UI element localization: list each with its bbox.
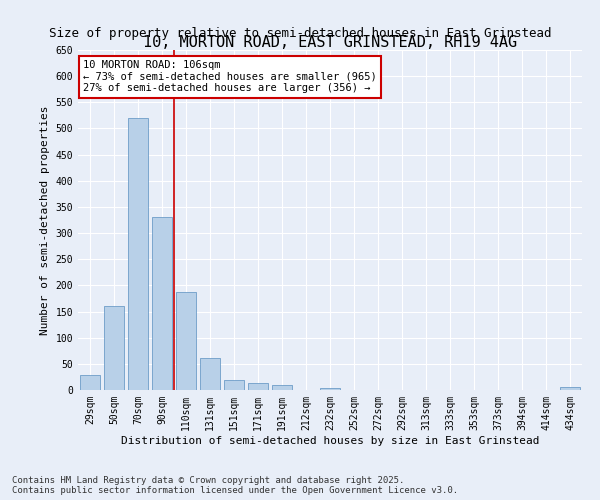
Bar xyxy=(152,218,172,390)
Text: Size of property relative to semi-detached houses in East Grinstead: Size of property relative to semi-detach… xyxy=(49,28,551,40)
Bar xyxy=(248,383,268,390)
Text: Contains HM Land Registry data © Crown copyright and database right 2025.
Contai: Contains HM Land Registry data © Crown c… xyxy=(12,476,458,495)
Bar xyxy=(80,376,100,390)
Bar xyxy=(200,358,220,390)
Bar xyxy=(104,306,124,390)
Text: 10 MORTON ROAD: 106sqm
← 73% of semi-detached houses are smaller (965)
27% of se: 10 MORTON ROAD: 106sqm ← 73% of semi-det… xyxy=(83,60,377,94)
Bar xyxy=(176,292,196,390)
Bar xyxy=(224,380,244,390)
Bar xyxy=(128,118,148,390)
Y-axis label: Number of semi-detached properties: Number of semi-detached properties xyxy=(40,106,50,335)
Bar xyxy=(560,388,580,390)
Bar xyxy=(272,386,292,390)
X-axis label: Distribution of semi-detached houses by size in East Grinstead: Distribution of semi-detached houses by … xyxy=(121,436,539,446)
Title: 10, MORTON ROAD, EAST GRINSTEAD, RH19 4AG: 10, MORTON ROAD, EAST GRINSTEAD, RH19 4A… xyxy=(143,35,517,50)
Bar xyxy=(320,388,340,390)
